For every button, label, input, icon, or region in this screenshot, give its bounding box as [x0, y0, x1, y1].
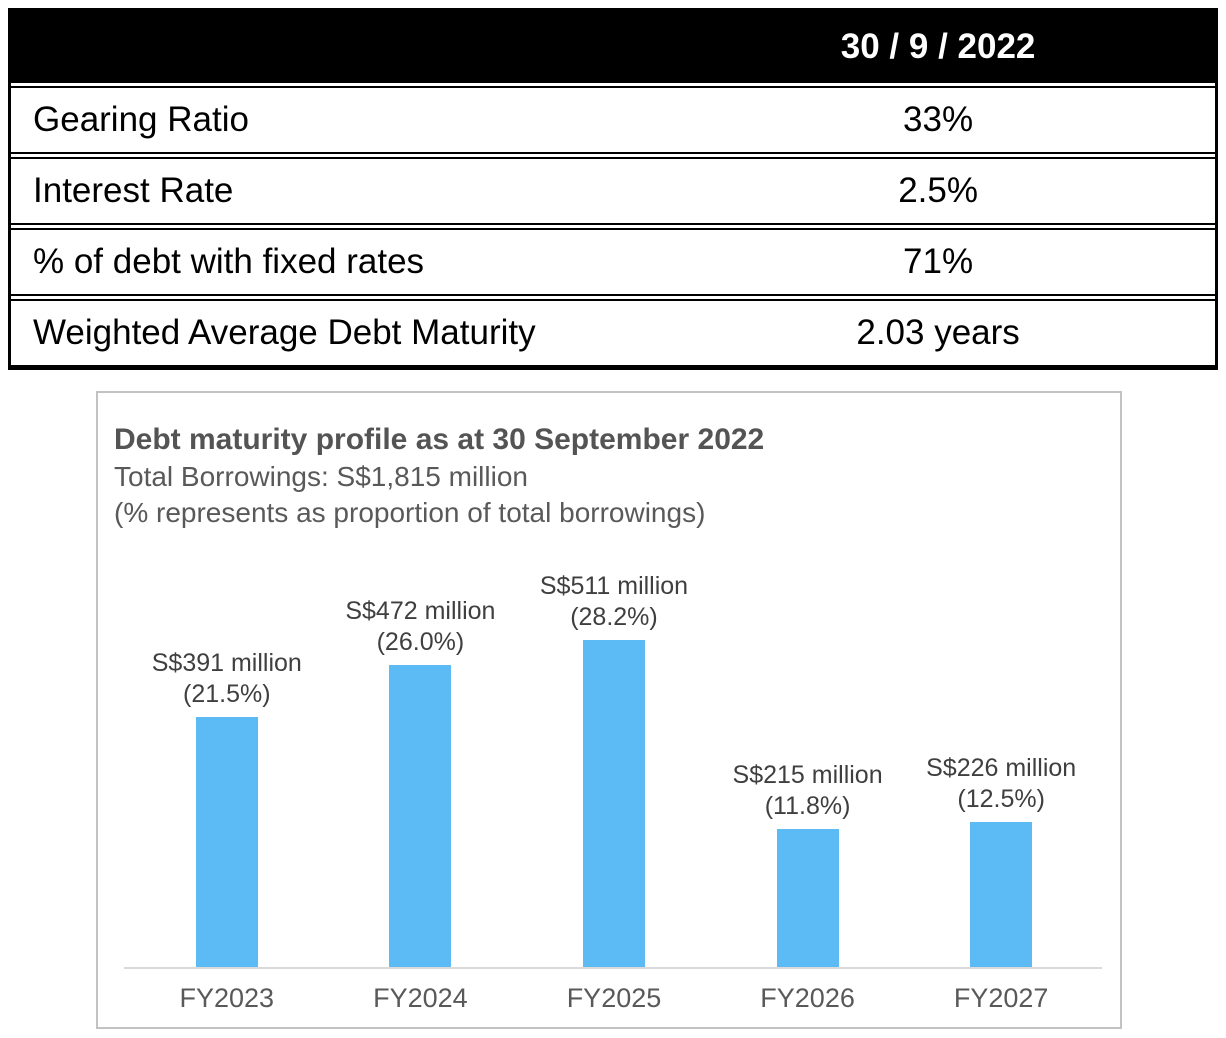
row-value-gearing-ratio: 33% [903, 100, 974, 139]
table-header-row: 30 / 9 / 2022 [11, 11, 1215, 83]
bar-group-fy2023: S$391 million (21.5%) [130, 539, 324, 967]
row-label-fixed-rate-debt: % of debt with fixed rates [33, 242, 425, 281]
bar-fy2023 [195, 717, 258, 967]
bar-value-label: S$226 million (12.5%) [926, 754, 1077, 813]
bar-fy2026 [776, 829, 839, 967]
bar-value-label: S$215 million (11.8%) [732, 761, 883, 820]
financial-summary-table: 30 / 9 / 2022 Gearing Ratio 33% Interest… [8, 8, 1218, 370]
bar-group-fy2026: S$215 million (11.8%) [711, 539, 905, 967]
row-value-interest-rate: 2.5% [898, 171, 978, 210]
chart-subtitle-total-borrowings: Total Borrowings: S$1,815 million [114, 461, 528, 492]
bar-value-label: S$472 million (26.0%) [345, 597, 496, 656]
debt-maturity-chart-card: Debt maturity profile as at 30 September… [96, 391, 1122, 1029]
x-axis-labels-row: FY2023 FY2024 FY2025 FY2026 FY2027 [114, 969, 1104, 1014]
chart-subtitle-note: (% represents as proportion of total bor… [114, 497, 706, 528]
chart-title: Debt maturity profile as at 30 September… [114, 423, 765, 456]
bar-group-fy2025: S$511 million (28.2%) [517, 539, 711, 967]
x-axis-label-fy2027: FY2027 [953, 983, 1049, 1013]
row-label-gearing-ratio: Gearing Ratio [33, 100, 249, 139]
x-axis-label-fy2023: FY2023 [179, 983, 275, 1013]
row-value-debt-maturity: 2.03 years [856, 313, 1020, 352]
bar-chart-plot-area: S$391 million (21.5%) S$472 million (26.0%)… [114, 539, 1104, 967]
table-row: Gearing Ratio 33% [11, 86, 1215, 154]
x-axis-label-fy2025: FY2025 [566, 983, 662, 1013]
bar-fy2027 [970, 822, 1033, 967]
x-axis-label-fy2024: FY2024 [373, 983, 468, 1013]
x-axis-label-fy2026: FY2026 [760, 983, 855, 1013]
bar-value-label: S$391 million (21.5%) [151, 649, 302, 708]
bar-fy2025 [582, 640, 645, 967]
row-label-debt-maturity: Weighted Average Debt Maturity [33, 313, 536, 352]
bar-group-fy2027: S$226 million (12.5%) [904, 539, 1098, 967]
x-axis-line [124, 967, 1102, 969]
bar-value-label: S$511 million (28.2%) [539, 572, 689, 631]
row-label-interest-rate: Interest Rate [33, 171, 234, 210]
table-row: Interest Rate 2.5% [11, 157, 1215, 225]
table-header-date: 30 / 9 / 2022 [840, 27, 1036, 66]
row-value-fixed-rate-debt: 71% [903, 242, 974, 281]
table-row: % of debt with fixed rates 71% [11, 228, 1215, 296]
table-row: Weighted Average Debt Maturity 2.03 year… [11, 299, 1215, 367]
bar-group-fy2024: S$472 million (26.0%) [324, 539, 518, 967]
bar-fy2024 [389, 665, 452, 967]
